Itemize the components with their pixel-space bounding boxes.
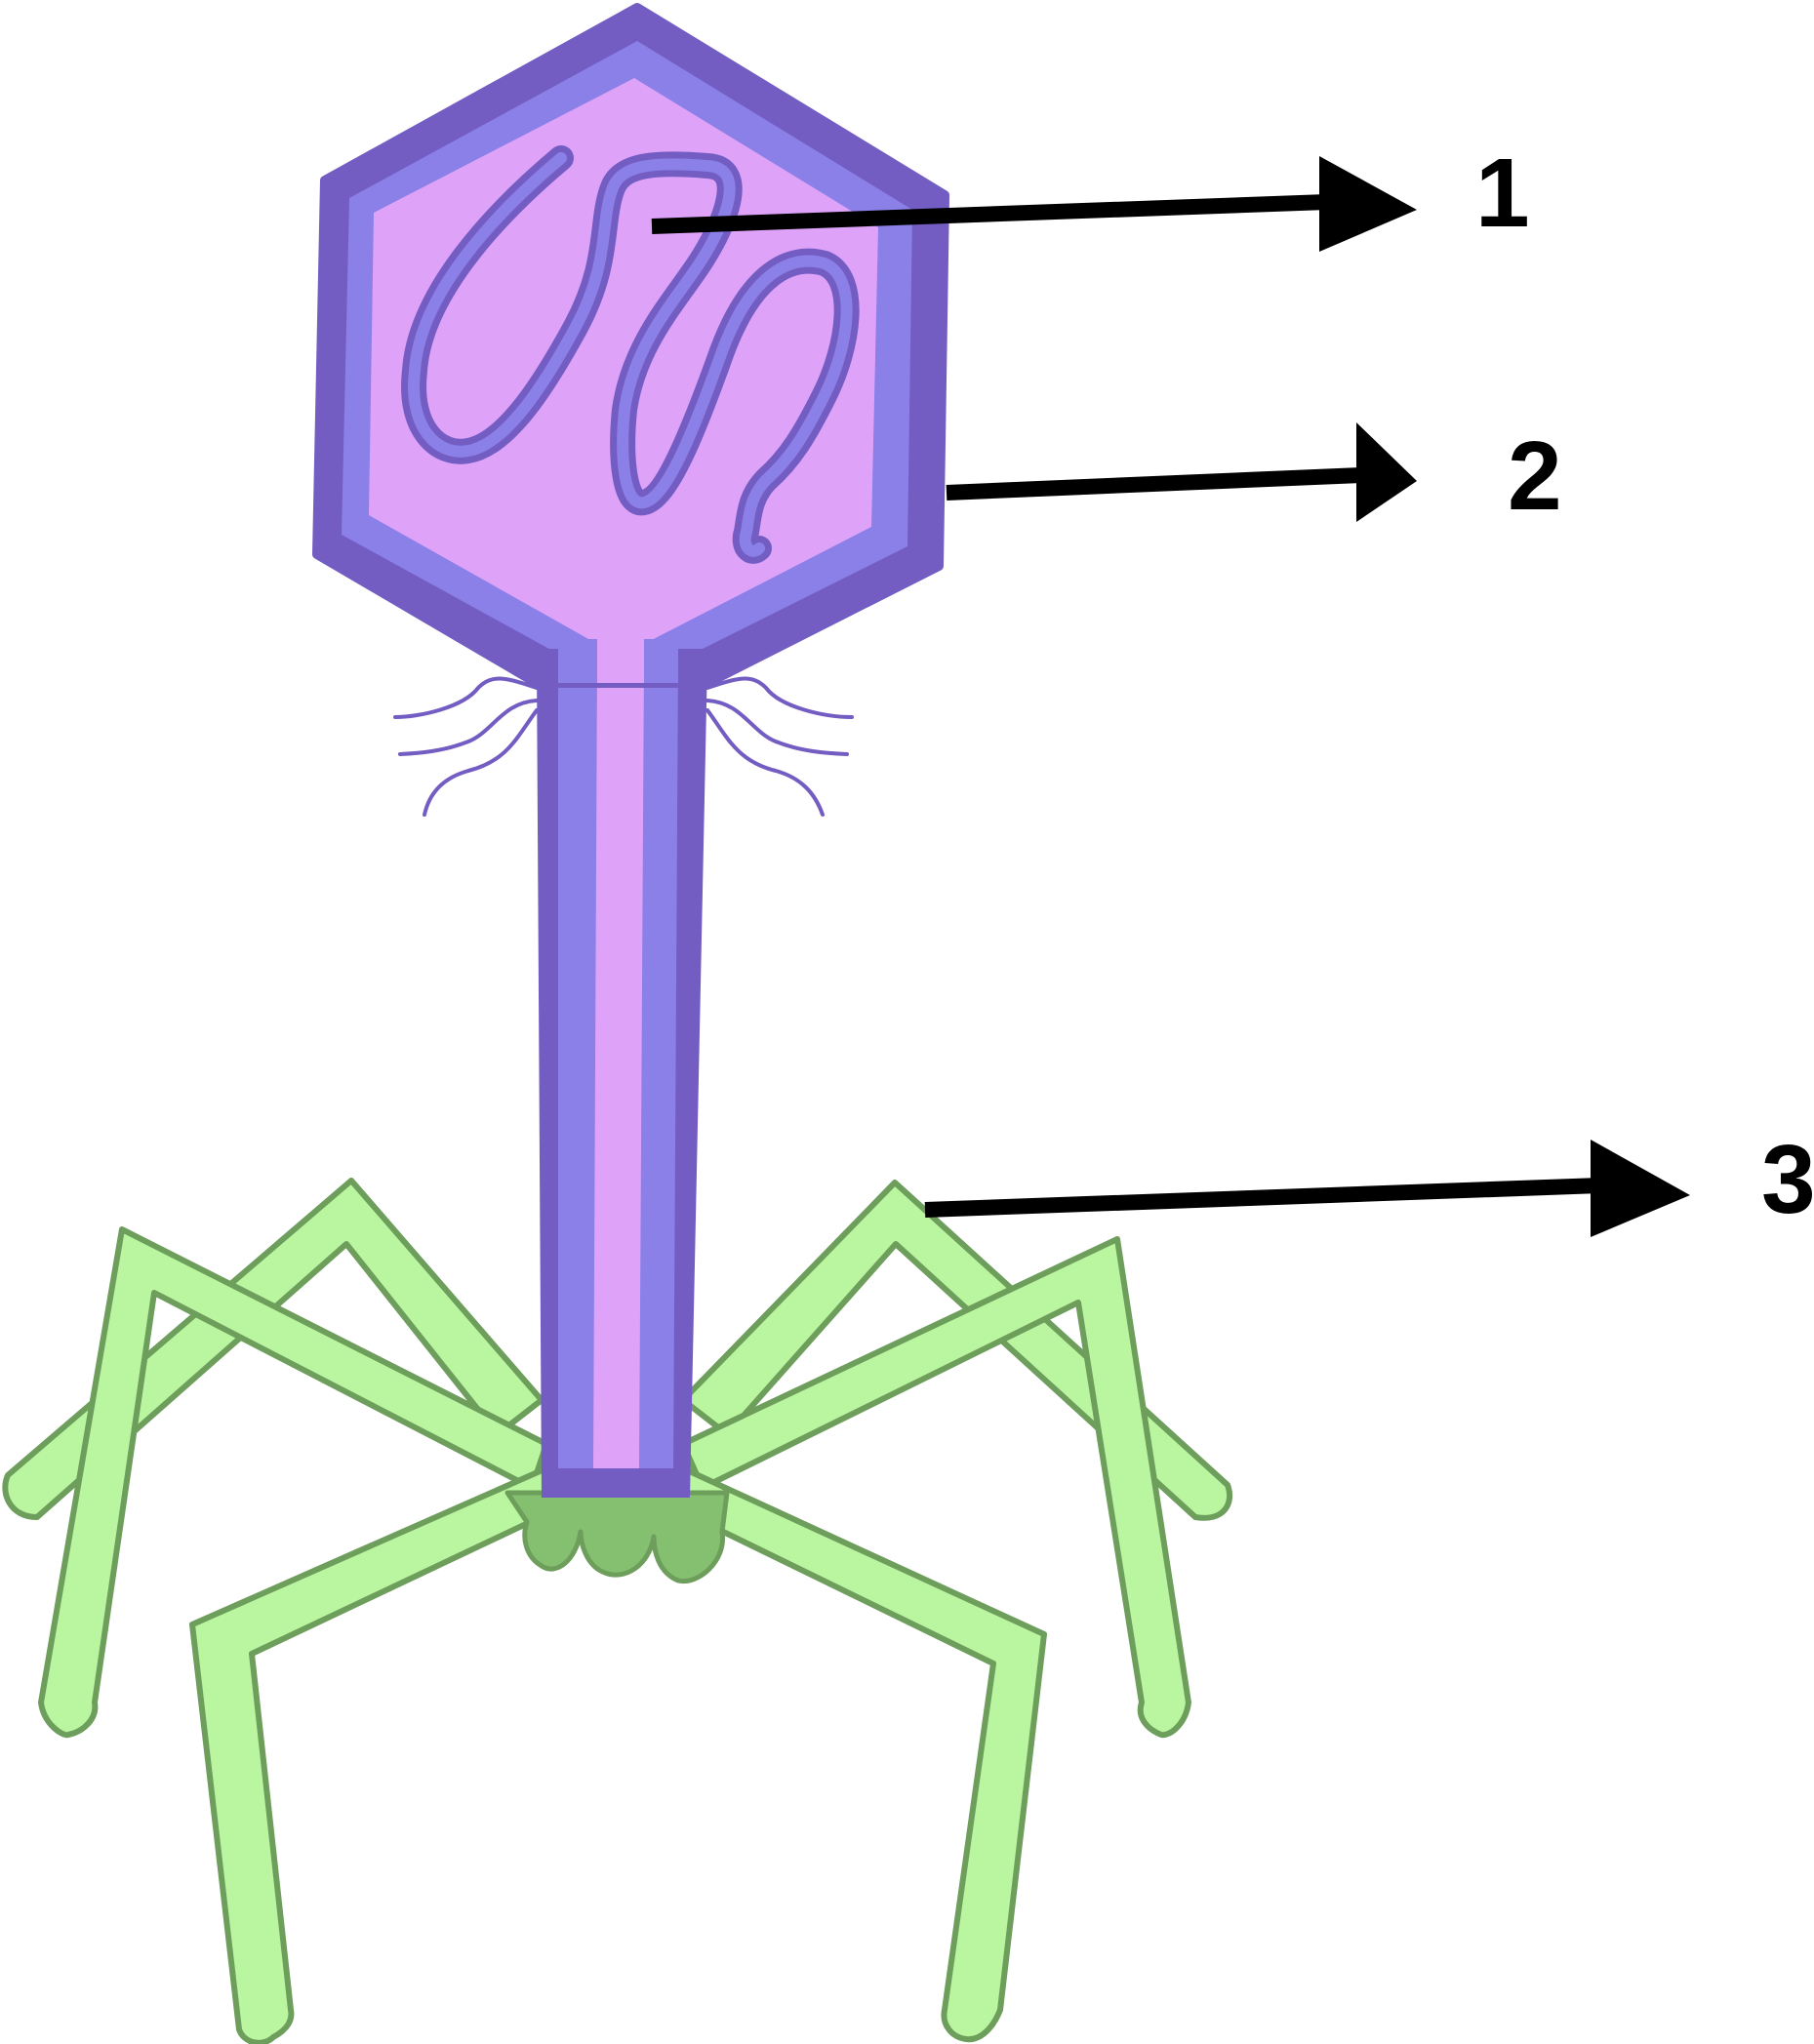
label-3: 3 bbox=[1761, 1125, 1814, 1234]
labels: 1 2 3 bbox=[1475, 139, 1814, 1234]
collar-whiskers bbox=[393, 676, 854, 817]
arrow-1-line bbox=[651, 194, 1328, 234]
whisker-right-3 bbox=[705, 708, 825, 817]
whisker-right-2 bbox=[705, 699, 849, 756]
tail-fibers-side bbox=[38, 1226, 1191, 1739]
capsid-neck-inner bbox=[597, 634, 644, 683]
arrow-2-head bbox=[1356, 422, 1417, 522]
tail-fiber-front-right bbox=[670, 1465, 1047, 2043]
arrow-1-head bbox=[1319, 156, 1417, 252]
dna-strand-inner bbox=[408, 152, 853, 557]
tail-sheath bbox=[537, 659, 707, 1498]
arrow-2-line bbox=[946, 467, 1362, 501]
baseplate bbox=[504, 1490, 730, 1584]
tail-fibers-front bbox=[189, 1465, 1047, 2044]
arrow-3-head bbox=[1591, 1140, 1690, 1237]
arrow-2 bbox=[946, 422, 1417, 522]
label-1: 1 bbox=[1475, 139, 1530, 248]
whisker-left-2 bbox=[398, 699, 539, 756]
arrow-3 bbox=[924, 1140, 1690, 1237]
baseplate-body bbox=[504, 1490, 730, 1584]
whisker-right-1 bbox=[705, 676, 854, 719]
tail-sheath-inner bbox=[593, 659, 644, 1468]
tail-fiber-front-left bbox=[189, 1465, 564, 2044]
arrow-1 bbox=[651, 156, 1417, 252]
label-2: 2 bbox=[1508, 421, 1562, 531]
arrow-3-line bbox=[924, 1178, 1601, 1218]
tail-fiber-back-left bbox=[2, 1178, 544, 1520]
whisker-left-1 bbox=[393, 676, 539, 719]
tail-fiber-side-right bbox=[680, 1236, 1191, 1739]
whisker-left-3 bbox=[423, 708, 539, 817]
pointer-arrows bbox=[651, 156, 1690, 1237]
dna-strand bbox=[401, 145, 860, 564]
tail-fiber-side-left bbox=[38, 1226, 549, 1739]
